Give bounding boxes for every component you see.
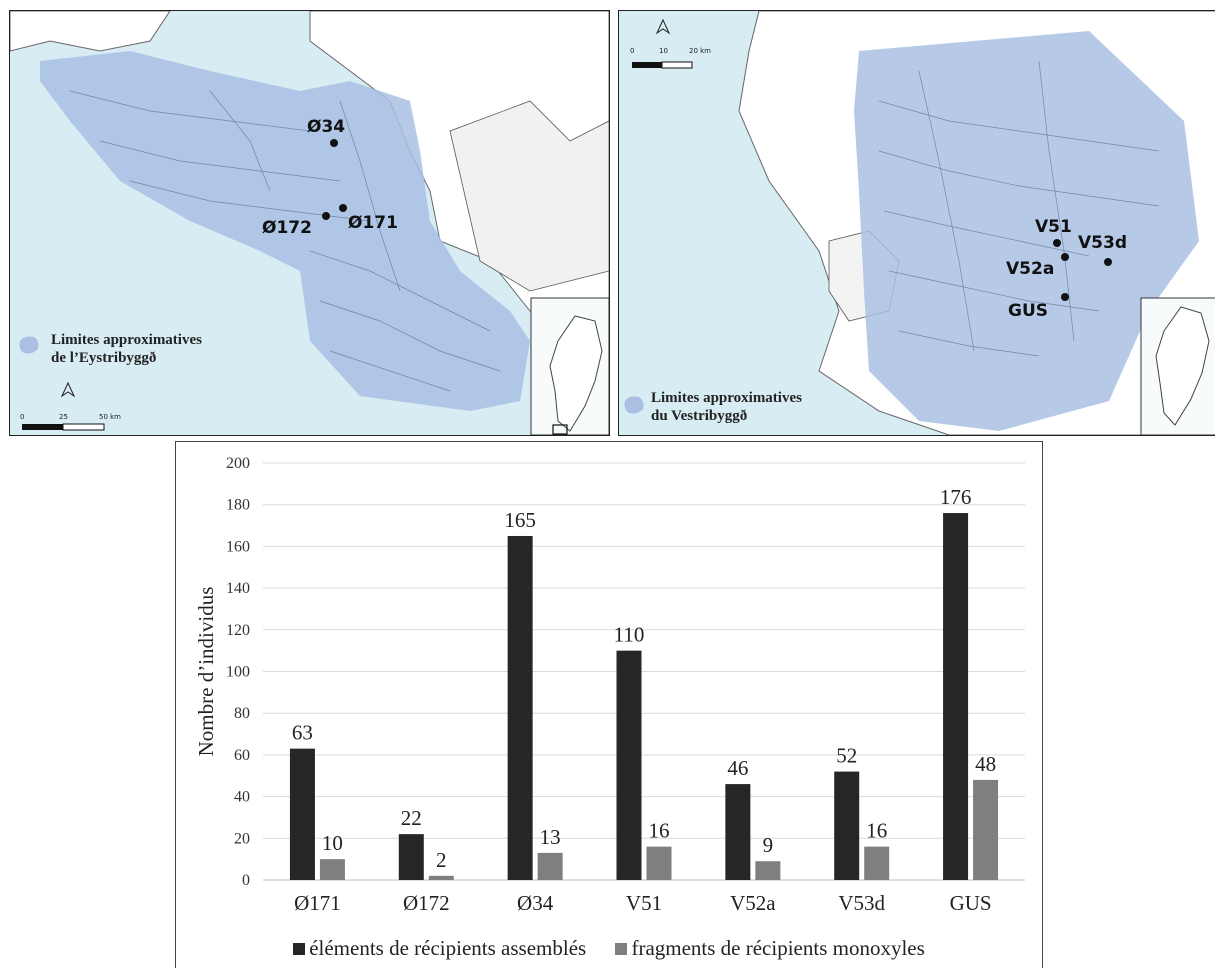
data-label-Ø172-series1: 22 [401,806,422,830]
bar-Ø34-series1 [507,535,533,880]
x-tick-label-GUS: GUS [950,891,992,915]
legend-item-series1: éléments de récipients assemblés [293,936,586,961]
data-label-GUS-series1: 176 [940,485,972,509]
map-vestribyggd: V51 V53d V52a GUS Limites approximatives… [618,10,1215,436]
chart-plot-area: 0 20 40 60 80 100 120 140 160 180 200 Nombre d’indi… [194,455,1025,915]
y-tick-label-120: 120 [226,622,250,639]
bar-Ø34-series2 [537,852,563,880]
bar-V53d-series2 [864,846,890,880]
data-label-V52a-series2: 9 [763,833,774,857]
bar-V51-series1 [616,650,642,880]
site-label-o34: Ø34 [307,117,346,137]
scale-east-50: 50 km [99,413,122,421]
data-label-V51-series2: 16 [649,819,670,843]
data-label-V53d-series1: 52 [836,744,857,768]
map-east-legend: Limites approximatives de l’Eystribyggð [51,331,202,367]
y-tick-label-60: 60 [234,747,250,764]
x-tick-label-Ø172: Ø172 [403,891,450,915]
bar-Ø172-series1 [398,834,424,880]
scale-west-20: 20 km [689,47,712,55]
scale-east-0: 0 [20,413,25,421]
bar-V51-series2 [646,846,672,880]
x-tick-label-V52a: V52a [730,891,776,915]
x-tick-label-Ø171: Ø171 [294,891,341,915]
y-tick-label-0: 0 [242,872,250,889]
map-west-legend-line2: du Vestribyggð [651,408,748,424]
legend-swatch-series1 [293,943,306,955]
data-label-Ø34-series2: 13 [540,825,561,849]
site-label-v52a: V52a [1006,259,1055,279]
y-tick-label-180: 180 [226,497,250,514]
scale-east-25: 25 [59,413,68,421]
data-label-V51-series1: 110 [614,623,645,647]
bar-GUS-series1 [943,513,969,880]
map-west-drawing [624,11,1215,435]
bar-V52a-series1 [725,784,751,880]
x-tick-label-V51: V51 [626,891,662,915]
bar-V52a-series2 [755,861,781,880]
map-west-legend: Limites approximatives du Vestribyggð [651,389,802,425]
y-tick-label-140: 140 [226,580,250,597]
legend-item-series2: fragments de récipients monoxyles [615,936,925,961]
y-tick-label-160: 160 [226,538,250,555]
bar-V53d-series1 [834,771,860,880]
scale-west-10: 10 [659,47,668,55]
legend-label-series1: éléments de récipients assemblés [309,936,587,960]
map-eystribyggd: Ø34 Ø172 Ø171 Limites approximatives de … [9,10,610,436]
data-label-V52a-series1: 46 [727,756,748,780]
y-tick-label-200: 200 [226,455,250,472]
map-east-legend-line2: de l’Eystribyggð [51,350,157,366]
legend-label-series2: fragments de récipients monoxyles [631,936,925,960]
map-east-legend-line1: Limites approximatives [51,332,202,348]
y-axis-title: Nombre d’individus [194,587,218,757]
y-tick-label-20: 20 [234,830,250,847]
site-label-v51: V51 [1035,217,1072,237]
y-tick-label-40: 40 [234,789,250,806]
chart-legend: éléments de récipients assemblés fragmen… [176,936,1042,961]
data-label-GUS-series2: 48 [975,752,996,776]
site-label-o172: Ø172 [262,218,312,238]
bar-Ø171-series1 [289,748,315,880]
x-tick-label-V53d: V53d [838,891,885,915]
site-label-o171: Ø171 [348,213,398,233]
site-label-gus: GUS [1008,301,1049,321]
data-label-Ø34-series1: 165 [504,508,535,532]
data-label-V53d-series2: 16 [866,819,887,843]
data-label-Ø172-series2: 2 [436,848,447,872]
bar-Ø172-series2 [428,875,454,880]
site-label-v53d: V53d [1078,233,1127,253]
y-tick-label-80: 80 [234,705,250,722]
data-label-Ø171-series1: 63 [292,721,313,745]
bar-chart: 0 20 40 60 80 100 120 140 160 180 200 Nombre d’indi… [175,441,1043,968]
bar-Ø171-series2 [319,859,345,880]
scale-west-0: 0 [630,47,635,55]
map-east-drawing [10,11,609,435]
data-label-Ø171-series2: 10 [322,831,343,855]
map-west-legend-line1: Limites approximatives [651,390,802,406]
y-tick-label-100: 100 [226,664,250,681]
bar-GUS-series2 [973,779,999,880]
legend-swatch-series2 [615,943,628,955]
x-tick-label-Ø34: Ø34 [517,891,554,915]
